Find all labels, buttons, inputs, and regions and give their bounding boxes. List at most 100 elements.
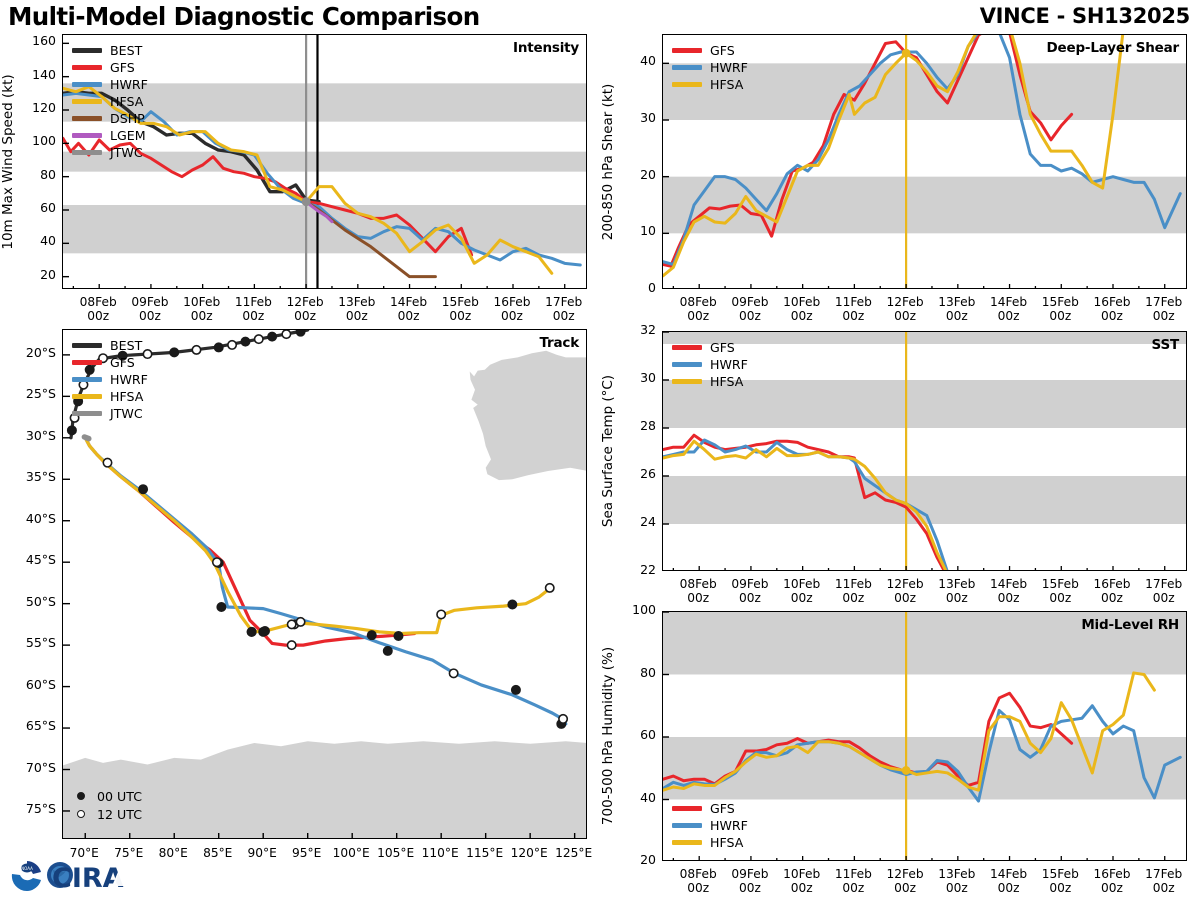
panel-track: Track BEST GFS HWRF HFSA JTWC 00 UTC 12 UTC 20°S… — [0, 323, 600, 900]
xtick-day: 16Feb — [1093, 867, 1131, 881]
ytick-intensity-5: 120 — [32, 100, 56, 115]
track-marker-00utc — [258, 626, 269, 637]
xtick-day: 13Feb — [338, 295, 376, 309]
legend-swatch-lgem — [72, 133, 102, 138]
track-marker-12utc — [227, 339, 238, 350]
ytick-shear-2: 20 — [640, 166, 656, 182]
legend-item-gfs[interactable]: GFS — [72, 59, 148, 76]
xtick-hour: 00z — [1152, 309, 1175, 324]
xtick-hour: 00z — [842, 881, 865, 896]
track-marker-12utc — [281, 330, 292, 340]
legend-item-gfs[interactable]: GFS — [672, 339, 748, 356]
legend-item-jtwc[interactable]: JTWC — [72, 144, 148, 161]
xtick-rh-4: 12Feb 00z — [871, 867, 939, 895]
xtick-rh-7: 15Feb 00z — [1026, 867, 1094, 895]
legend-item-gfs[interactable]: GFS — [672, 42, 748, 59]
legend-item-hfsa[interactable]: HFSA — [672, 76, 748, 93]
legend-item-best[interactable]: BEST — [72, 42, 148, 59]
xtick-intensity-1: 09Feb 00z — [116, 295, 184, 323]
legend-item-hwrf[interactable]: HWRF — [72, 76, 148, 93]
track-ytick-11: 75°S — [25, 800, 56, 816]
panel-shear: Deep-Layer Shear GFS HWRF HFSA 0 10 20 30 40 200-… — [600, 28, 1200, 323]
legend-item-jtwc[interactable]: JTWC — [72, 405, 148, 422]
panel-intensity: Intensity BEST GFS HWRF HFSA DSHP LGEM JTWC 20 40… — [0, 28, 600, 323]
track-xtick-1: 75°E — [114, 846, 144, 860]
track-marker-00utc — [507, 599, 518, 610]
track-marker-00utc — [216, 601, 227, 612]
legend-swatch-gfs — [672, 806, 702, 811]
legend-item-hwrf[interactable]: HWRF — [72, 371, 148, 388]
xtick-day: 11Feb — [834, 295, 872, 309]
legend-item-gfs[interactable]: GFS — [672, 800, 748, 817]
xtick-day: 15Feb — [1041, 867, 1079, 881]
panel-label-sst: SST — [1151, 337, 1180, 353]
ytick-sst-1: 24 — [640, 514, 656, 529]
xtick-day: 16Feb — [1093, 295, 1131, 309]
track-marker-00utc — [84, 364, 95, 375]
xtick-day: 08Feb — [79, 295, 117, 309]
legend-item-hfsa[interactable]: HFSA — [72, 388, 148, 405]
legend-item-hwrf[interactable]: HWRF — [672, 59, 748, 76]
legend-item-gfs[interactable]: GFS — [72, 354, 148, 371]
legend-label-hwrf: HWRF — [110, 372, 148, 387]
xtick-sst-1: 09Feb 00z — [716, 577, 784, 605]
track-marker-12utc — [448, 668, 459, 679]
marker-00utc-icon — [77, 792, 85, 800]
track-line-hfsa — [83, 436, 553, 636]
xtick-intensity-2: 10Feb 00z — [168, 295, 236, 323]
panel-label-shear: Deep-Layer Shear — [1046, 40, 1180, 56]
legend-label-jtwc: JTWC — [110, 145, 143, 160]
legend-swatch-jtwc — [72, 150, 102, 155]
ytick-intensity-7: 160 — [32, 33, 56, 49]
xtick-hour: 00z — [842, 591, 865, 606]
ytick-rh-3: 80 — [640, 664, 656, 680]
ytick-intensity-2: 60 — [40, 200, 56, 215]
xtick-rh-9: 17Feb 00z — [1130, 867, 1198, 895]
xtick-hour: 00z — [552, 309, 575, 324]
legend-item-dshp[interactable]: DSHP — [72, 110, 148, 127]
legend-swatch-dshp — [72, 116, 102, 121]
legend-item-hfsa[interactable]: HFSA — [72, 93, 148, 110]
intensity-band-2 — [663, 332, 1186, 344]
track-marker-00utc — [382, 645, 393, 656]
marker-legend-label: 00 UTC — [97, 788, 142, 804]
intensity-band-0 — [663, 737, 1186, 800]
series-line-gfs — [63, 136, 474, 257]
track-xtick-3: 85°E — [203, 846, 233, 860]
xtick-shear-7: 15Feb 00z — [1026, 295, 1094, 323]
legend-item-hwrf[interactable]: HWRF — [672, 356, 748, 373]
xtick-intensity-0: 08Feb 00z — [64, 295, 132, 323]
xtick-day: 10Feb — [183, 295, 221, 309]
intensity-band-1 — [663, 612, 1186, 675]
intensity-band-0 — [663, 476, 1186, 524]
legend-swatch-gfs — [672, 345, 702, 350]
ytick-intensity-0: 20 — [40, 266, 56, 282]
xtick-day: 09Feb — [731, 295, 769, 309]
legend-item-hfsa[interactable]: HFSA — [672, 373, 748, 390]
ytick-rh-4: 100 — [632, 602, 656, 617]
ytick-intensity-6: 140 — [32, 66, 56, 82]
legend-item-hwrf[interactable]: HWRF — [672, 817, 748, 834]
ytick-shear-3: 30 — [640, 110, 656, 125]
legend-item-lgem[interactable]: LGEM — [72, 127, 148, 144]
track-xtick-6: 100°E — [332, 846, 370, 860]
xtick-day: 12Feb — [286, 295, 324, 309]
track-marker-00utc — [169, 347, 180, 358]
xtick-hour: 00z — [1101, 591, 1123, 606]
legend-label-best: BEST — [110, 338, 143, 353]
plot-frame-intensity: Intensity — [62, 34, 587, 289]
xtick-hour: 00z — [997, 591, 1020, 606]
xtick-hour: 00z — [87, 309, 110, 324]
legend-item-best[interactable]: BEST — [72, 337, 148, 354]
legend-item-hfsa[interactable]: HFSA — [672, 834, 748, 851]
legend-label-hfsa: HFSA — [110, 94, 144, 109]
track-ytick-2: 30°S — [25, 427, 56, 443]
track-marker-12utc — [211, 557, 222, 568]
ytick-shear-4: 40 — [640, 53, 656, 69]
legend-label-jtwc: JTWC — [110, 406, 143, 421]
series-line-hfsa — [663, 439, 948, 570]
xtick-hour: 00z — [345, 309, 368, 324]
yaxis-label-rh: 700-500 hPa Humidity (%) — [600, 646, 616, 826]
xtick-rh-6: 14Feb 00z — [975, 867, 1043, 895]
plot-frame-shear: Deep-Layer Shear — [662, 34, 1187, 289]
